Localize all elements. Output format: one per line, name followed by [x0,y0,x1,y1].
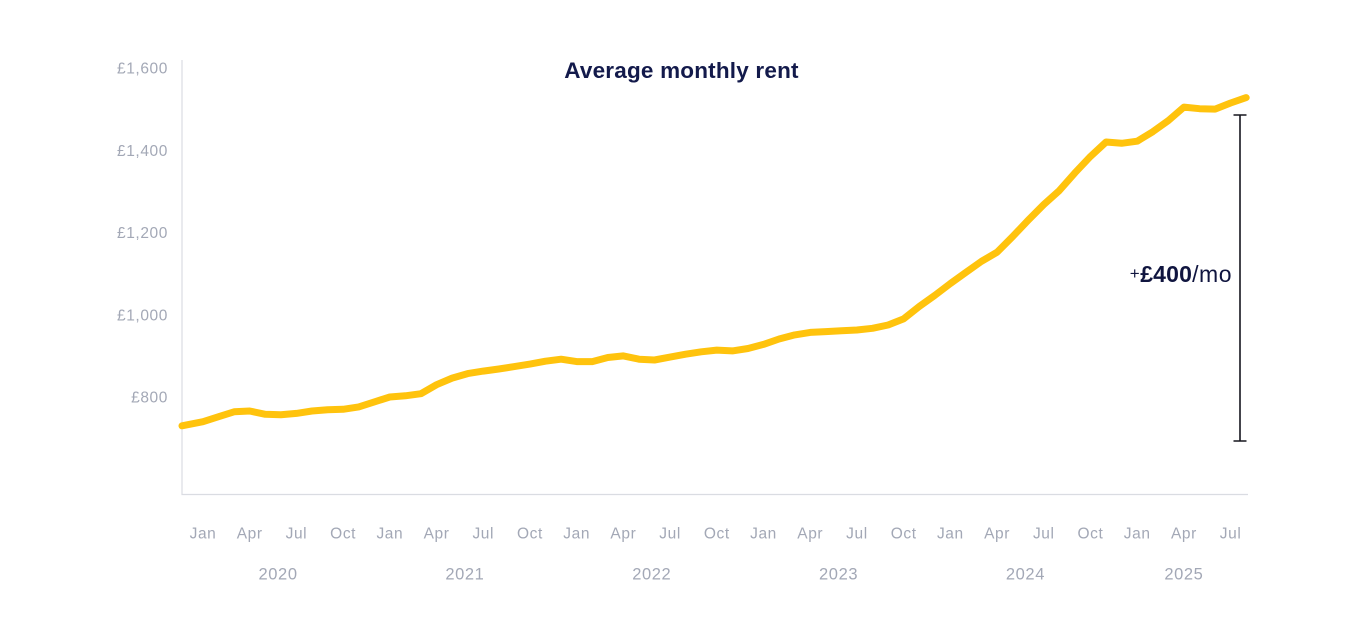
y-axis-tick-label: £1,200 [117,225,168,242]
x-axis-month-label: Jul [472,526,494,543]
x-axis-month-label: Apr [424,526,450,543]
x-axis-year-label: 2022 [632,566,671,584]
x-axis-month-label: Apr [1171,526,1197,543]
rent-increase-annotation: +£400/mo [1130,259,1232,292]
x-axis-month-label: Jul [846,526,868,543]
x-axis-month-label: Jan [937,526,964,543]
chart-title: Average monthly rent [564,58,799,83]
x-axis-month-label: Jan [750,526,777,543]
x-axis-month-label: Apr [610,526,636,543]
x-axis-month-label: Apr [984,526,1010,543]
rent-line-series [178,94,1250,430]
x-axis-month-label: Oct [704,526,730,543]
x-axis-year-label: 2021 [445,566,484,584]
x-axis-year-label: 2020 [259,566,298,584]
y-axis-tick-label: £1,000 [117,307,168,324]
x-axis-month-label: Apr [797,526,823,543]
x-axis-month-label: Oct [517,526,543,543]
x-axis-month-label: Jul [1220,526,1242,543]
x-axis-month-label: Oct [1078,526,1104,543]
x-axis-month-label: Jul [286,526,308,543]
x-axis-month-label: Apr [237,526,263,543]
x-axis-month-label: Jan [1124,526,1151,543]
x-axis-month-label: Jan [563,526,590,543]
y-axis-tick-label: £1,400 [117,143,168,160]
annotation-per-month: /mo [1192,261,1232,287]
x-axis-year-label: 2025 [1164,566,1203,584]
x-axis-year-label: 2023 [819,566,858,584]
x-axis-month-label: Jul [659,526,681,543]
annotation-plus-sign: + [1129,264,1141,283]
y-axis-tick-label: £1,600 [117,61,168,78]
axis-lines [181,60,1248,496]
x-axis-month-label: Jan [376,526,403,543]
annotation-amount: £400 [1140,261,1193,287]
x-axis-month-label: Jul [1033,526,1055,543]
x-axis-year-label: 2024 [1006,566,1045,584]
range-bracket [1233,114,1247,442]
y-axis-tick-label: £800 [131,390,168,407]
x-axis-month-label: Oct [330,526,356,543]
x-axis-month-label: Jan [190,526,217,543]
x-axis-month-label: Oct [891,526,917,543]
